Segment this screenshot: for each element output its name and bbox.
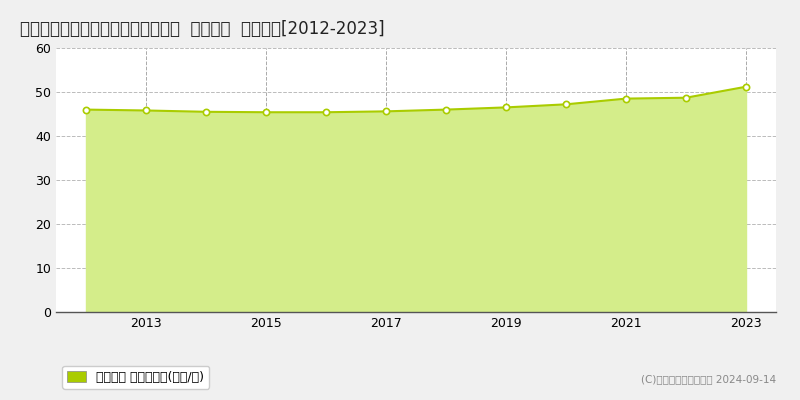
Legend: 地価公示 平均啶単価(万円/啶): 地価公示 平均啶単価(万円/啶)	[62, 366, 209, 389]
Text: 大阴府堪市西区鴳西町１丁８２番２  地価公示  地価推移[2012-2023]: 大阴府堪市西区鴳西町１丁８２番２ 地価公示 地価推移[2012-2023]	[20, 20, 385, 38]
Text: (C)土地価格ドットコム 2024-09-14: (C)土地価格ドットコム 2024-09-14	[641, 374, 776, 384]
